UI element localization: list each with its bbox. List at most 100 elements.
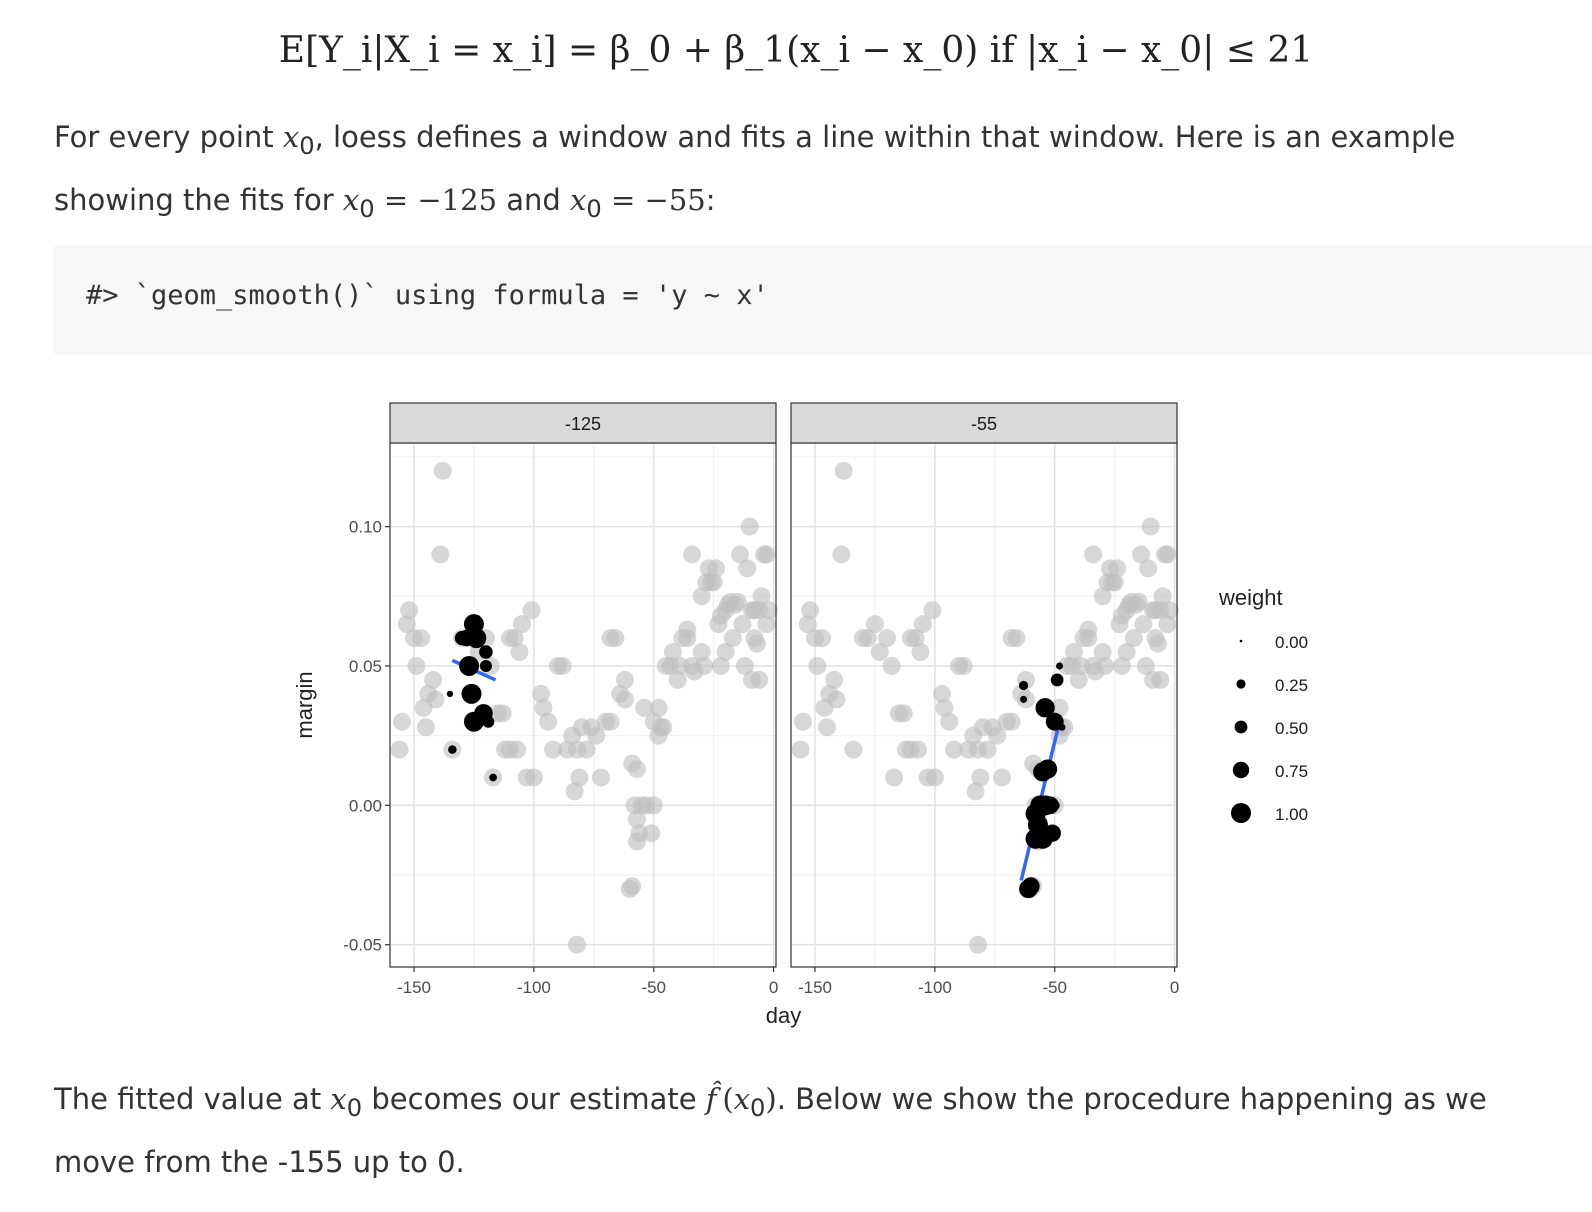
data-point xyxy=(971,768,990,787)
code-output-block: #> `geom_smooth()` using formula = 'y ~ … xyxy=(54,246,1592,354)
data-point xyxy=(870,643,889,662)
intro-paragraph: For every point x0, loess defines a wind… xyxy=(54,120,1456,223)
data-point xyxy=(508,740,527,759)
data-point xyxy=(834,461,853,480)
data-point xyxy=(1132,545,1151,564)
data-point xyxy=(885,768,904,787)
data-point xyxy=(426,690,445,709)
legend-label: 0.00 xyxy=(1275,633,1308,652)
data-point xyxy=(894,704,913,723)
data-point xyxy=(882,656,901,675)
weighted-point xyxy=(461,683,482,704)
x0-symbol: x xyxy=(342,182,360,217)
data-point xyxy=(844,740,863,759)
data-point xyxy=(738,559,757,578)
legend-key xyxy=(1231,803,1251,823)
weighted-point xyxy=(1037,759,1058,779)
legend-label: 0.50 xyxy=(1275,719,1308,738)
data-point xyxy=(913,615,932,634)
data-point xyxy=(534,698,553,717)
legend-label: 0.25 xyxy=(1275,676,1308,695)
data-point xyxy=(793,712,812,731)
data-point xyxy=(988,726,1007,745)
data-point xyxy=(911,643,930,662)
data-point xyxy=(791,740,810,759)
x-tick-label: -150 xyxy=(397,978,431,997)
data-point xyxy=(1117,643,1136,662)
weighted-point xyxy=(1056,662,1064,670)
data-point xyxy=(1108,559,1127,578)
data-point xyxy=(1069,670,1088,689)
code-output-text: #> `geom_smooth()` using formula = 'y ~ … xyxy=(86,280,769,311)
data-point xyxy=(865,615,884,634)
equals-sign: = xyxy=(610,182,636,217)
weighted-point xyxy=(1035,698,1055,718)
data-point xyxy=(1064,643,1083,662)
data-point xyxy=(1129,592,1148,611)
data-point xyxy=(649,698,668,717)
data-point xyxy=(635,698,654,717)
weighted-point xyxy=(479,659,492,673)
intro-text-5: : xyxy=(705,182,716,217)
data-point xyxy=(1079,629,1098,648)
x0-symbol: x xyxy=(570,182,587,217)
data-point xyxy=(692,587,711,606)
x0-symbol: x xyxy=(330,1082,347,1116)
weighted-point xyxy=(489,773,497,782)
data-point xyxy=(606,629,625,648)
data-point xyxy=(1093,643,1112,662)
weighted-point xyxy=(1058,723,1066,731)
intro-text-3: showing the fits for xyxy=(54,182,343,217)
data-point xyxy=(966,782,985,801)
data-point xyxy=(1151,601,1170,620)
data-point xyxy=(539,712,558,731)
y-tick-label: 0.00 xyxy=(349,796,382,815)
data-point xyxy=(923,601,942,620)
data-point xyxy=(1139,559,1158,578)
x0-symbol: x xyxy=(733,1082,751,1116)
x0-symbol: x xyxy=(282,120,300,154)
data-point xyxy=(663,643,682,662)
data-point xyxy=(1153,587,1172,606)
data-point xyxy=(906,629,925,648)
weighted-point xyxy=(1050,673,1064,687)
panel-background xyxy=(791,443,1177,967)
data-point xyxy=(978,740,997,759)
data-point xyxy=(568,935,587,954)
data-point xyxy=(615,670,634,689)
weighted-point xyxy=(466,628,487,649)
data-point xyxy=(1141,517,1160,536)
data-point xyxy=(570,768,589,787)
intro-text-2: , loess defines a window and fits a line… xyxy=(314,120,1456,154)
weighted-point xyxy=(1021,877,1040,896)
data-point xyxy=(743,670,762,689)
data-point xyxy=(1134,615,1153,634)
intro-text-1: For every point xyxy=(54,120,283,154)
y-axis-title: margin xyxy=(292,671,317,738)
data-point xyxy=(1136,656,1155,675)
facet-strip-label: -125 xyxy=(565,414,601,434)
data-point xyxy=(416,718,435,737)
data-point xyxy=(695,656,714,675)
data-point xyxy=(412,629,431,648)
legend-title: weight xyxy=(1218,585,1283,610)
data-point xyxy=(591,768,610,787)
data-point xyxy=(935,698,954,717)
outro-text-2: becomes our estimate xyxy=(362,1082,706,1116)
y-tick-label: -0.05 xyxy=(343,936,382,955)
data-point xyxy=(424,670,443,689)
data-point xyxy=(704,573,723,592)
data-point xyxy=(400,601,419,620)
data-point xyxy=(925,768,944,787)
data-point xyxy=(565,782,584,801)
outro-text-3: . Below we show the procedure happening … xyxy=(776,1082,1487,1116)
data-point xyxy=(735,656,754,675)
data-point xyxy=(627,810,646,829)
data-point xyxy=(728,592,747,611)
data-point xyxy=(992,768,1011,787)
weighted-point xyxy=(1018,680,1029,691)
data-point xyxy=(945,740,964,759)
data-point xyxy=(654,718,673,737)
legend-key xyxy=(1236,679,1246,689)
data-point xyxy=(433,461,452,480)
